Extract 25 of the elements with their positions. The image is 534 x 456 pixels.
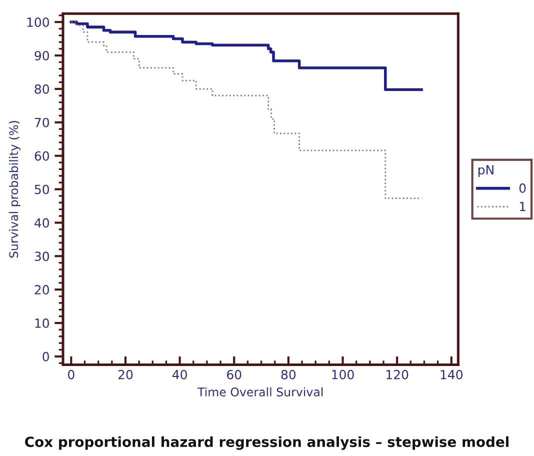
- y-tick-label: 60: [34, 151, 49, 161]
- x-axis-title: Time Overall Survival: [197, 387, 323, 396]
- x-tick-label: 120: [386, 370, 408, 380]
- x-tick-label: 40: [172, 370, 187, 380]
- y-tick-label: 40: [34, 218, 49, 228]
- x-tick-label: 100: [332, 370, 354, 380]
- legend-title: pN: [478, 165, 494, 177]
- y-tick-label: 10: [35, 318, 49, 328]
- x-tick-label: 140: [440, 370, 462, 380]
- x-tick-label: 60: [227, 370, 242, 380]
- y-tick-label: 90: [34, 50, 49, 60]
- y-tick-label: 80: [34, 84, 49, 94]
- x-tick-label: 0: [68, 370, 74, 380]
- y-tick-label: 50: [34, 184, 49, 194]
- y-tick-label: 20: [34, 285, 49, 294]
- text: Cox proportional hazard regression analysis – stepwise model: [25, 436, 508, 450]
- y-tick-label: 70: [34, 118, 49, 128]
- y-axis-title: Survival probability (%): [8, 121, 20, 258]
- legend-label: 0: [519, 183, 526, 193]
- y-tick-label: 0: [42, 352, 49, 362]
- y-tick-label: 30: [34, 252, 49, 262]
- x-tick-label: 20: [118, 370, 133, 380]
- x-tick-label: 80: [281, 370, 296, 380]
- y-tick-label: 100: [27, 18, 49, 27]
- legend-label: 1: [520, 202, 526, 212]
